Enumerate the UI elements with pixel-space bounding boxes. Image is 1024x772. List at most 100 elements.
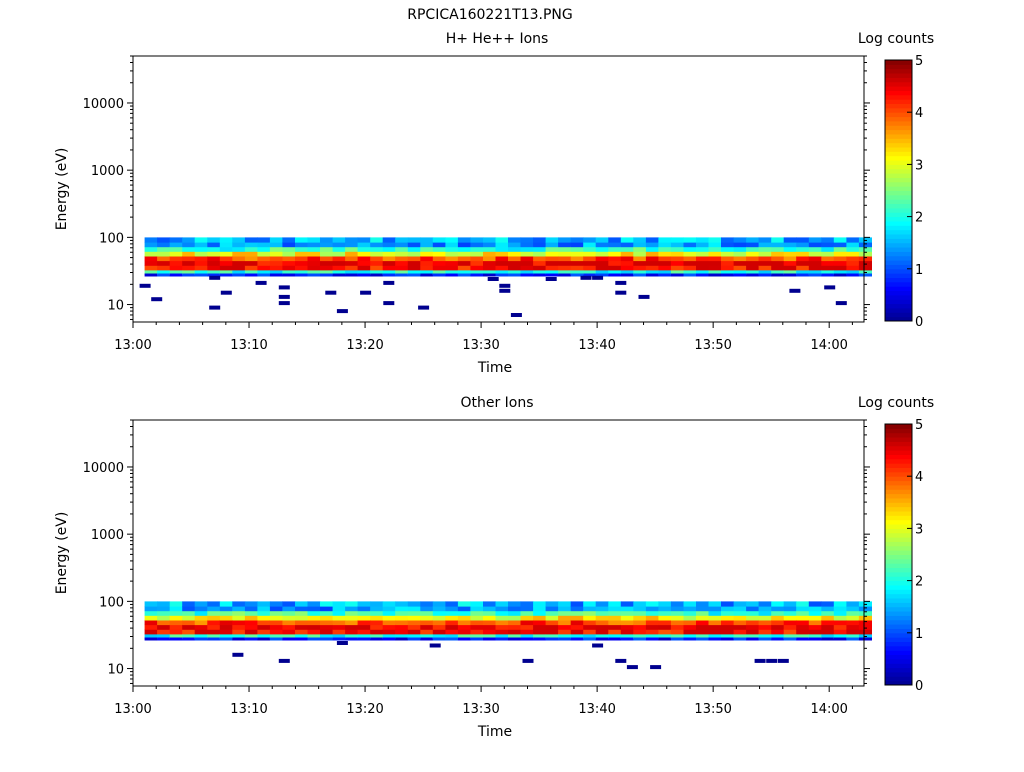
heatmap-cell — [821, 260, 835, 266]
heatmap-cell — [721, 246, 735, 252]
colorbar-segment — [885, 142, 912, 148]
heatmap-cell — [620, 615, 634, 621]
heatmap-cell — [282, 273, 296, 277]
heatmap-cell — [633, 265, 647, 271]
heatmap-cell — [858, 242, 872, 248]
heatmap-cell — [520, 633, 534, 640]
heatmap-cell — [144, 637, 158, 641]
heatmap-cell — [558, 255, 572, 262]
heatmap-cell — [345, 260, 359, 266]
heatmap-cell — [432, 606, 446, 612]
heatmap-cell — [758, 633, 772, 640]
heatmap-cell — [357, 273, 371, 277]
heatmap-cell — [207, 606, 221, 612]
colorbar-segment — [885, 194, 912, 200]
heatmap-cell — [332, 615, 346, 621]
heatmap-cell — [332, 633, 346, 640]
heatmap-cell — [821, 246, 835, 252]
heatmap-cell — [520, 615, 534, 621]
heatmap-cell — [219, 610, 233, 616]
heatmap-cell — [307, 610, 321, 616]
heatmap-cell — [370, 637, 384, 641]
heatmap-cell — [332, 606, 346, 612]
colorbar-segment — [885, 532, 912, 538]
heatmap-cell — [432, 610, 446, 616]
heatmap-cell — [395, 637, 409, 641]
heatmap-cell — [858, 610, 872, 616]
heatmap-cell — [595, 601, 609, 607]
heatmap-cell — [696, 629, 710, 635]
heatmap-cell — [357, 629, 371, 635]
heatmap-cell — [269, 242, 283, 248]
heatmap-cell — [457, 260, 471, 266]
heatmap-cell — [307, 601, 321, 607]
heatmap-cell — [182, 615, 196, 621]
heatmap-cell — [758, 246, 772, 252]
heatmap-cell — [332, 255, 346, 262]
heatmap-cell — [858, 246, 872, 252]
heatmap-cell — [407, 633, 421, 640]
heatmap-cell — [758, 624, 772, 630]
heatmap-cell — [683, 615, 697, 621]
heatmap-cell — [771, 273, 785, 277]
heatmap-cell — [670, 610, 684, 616]
heatmap-cell — [282, 265, 296, 271]
colorbar-segment — [885, 519, 912, 525]
heatmap-cell — [232, 629, 246, 635]
heatmap-cell — [821, 606, 835, 612]
heatmap-cell — [645, 629, 659, 635]
colorbar-segment — [885, 576, 912, 582]
heatmap-cell — [645, 269, 659, 276]
heatmap-cell — [833, 606, 847, 612]
heatmap-cell — [771, 633, 785, 640]
heatmap-cell — [658, 629, 672, 635]
heatmap-cell — [345, 615, 359, 621]
heatmap-cell — [320, 273, 334, 277]
heatmap-cell — [420, 624, 434, 630]
heatmap-cell — [508, 273, 522, 277]
heatmap-cell — [320, 633, 334, 640]
heatmap-cell — [746, 629, 760, 635]
heatmap-cell — [282, 633, 296, 640]
colorbar-segment — [885, 584, 912, 590]
heatmap-cell — [708, 615, 722, 621]
data-point — [638, 294, 650, 299]
heatmap-cell — [295, 269, 309, 276]
heatmap-cell — [783, 260, 797, 266]
heatmap-cell — [846, 606, 860, 612]
heatmap-cell — [420, 273, 434, 277]
heatmap-cell — [257, 601, 271, 607]
heatmap-cell — [282, 601, 296, 607]
heatmap-cell — [157, 615, 171, 621]
heatmap-cell — [683, 255, 697, 262]
colorbar-segment — [885, 450, 912, 455]
x-tick-label: 13:30 — [462, 702, 499, 717]
heatmap-cell — [833, 260, 847, 266]
heatmap-cell — [833, 610, 847, 616]
heatmap-cell — [244, 260, 258, 266]
plot-frame — [132, 55, 865, 323]
heatmap-cell — [696, 615, 710, 621]
heatmap-cell — [144, 269, 158, 276]
colorbar-segment — [885, 571, 912, 577]
heatmap-cell — [708, 237, 722, 243]
heatmap-cell — [407, 260, 421, 266]
heatmap-cell — [520, 251, 534, 257]
heatmap-cell — [808, 624, 822, 630]
heatmap-cell — [483, 615, 497, 621]
x-tick-label: 13:00 — [114, 338, 151, 353]
heatmap-cell — [583, 246, 597, 252]
heatmap-cell — [771, 237, 785, 243]
colorbar-segment — [885, 645, 912, 651]
heatmap-cell — [445, 610, 459, 616]
heatmap-cell — [194, 242, 208, 248]
heatmap-cell — [232, 619, 246, 626]
heatmap-cell — [696, 637, 710, 641]
heatmap-cell — [545, 251, 559, 257]
heatmap-cell — [194, 606, 208, 612]
heatmap-cell — [658, 615, 672, 621]
heatmap-cell — [332, 610, 346, 616]
heatmap-cell — [257, 637, 271, 641]
heatmap-cell — [733, 255, 747, 262]
heatmap-cell — [708, 260, 722, 266]
